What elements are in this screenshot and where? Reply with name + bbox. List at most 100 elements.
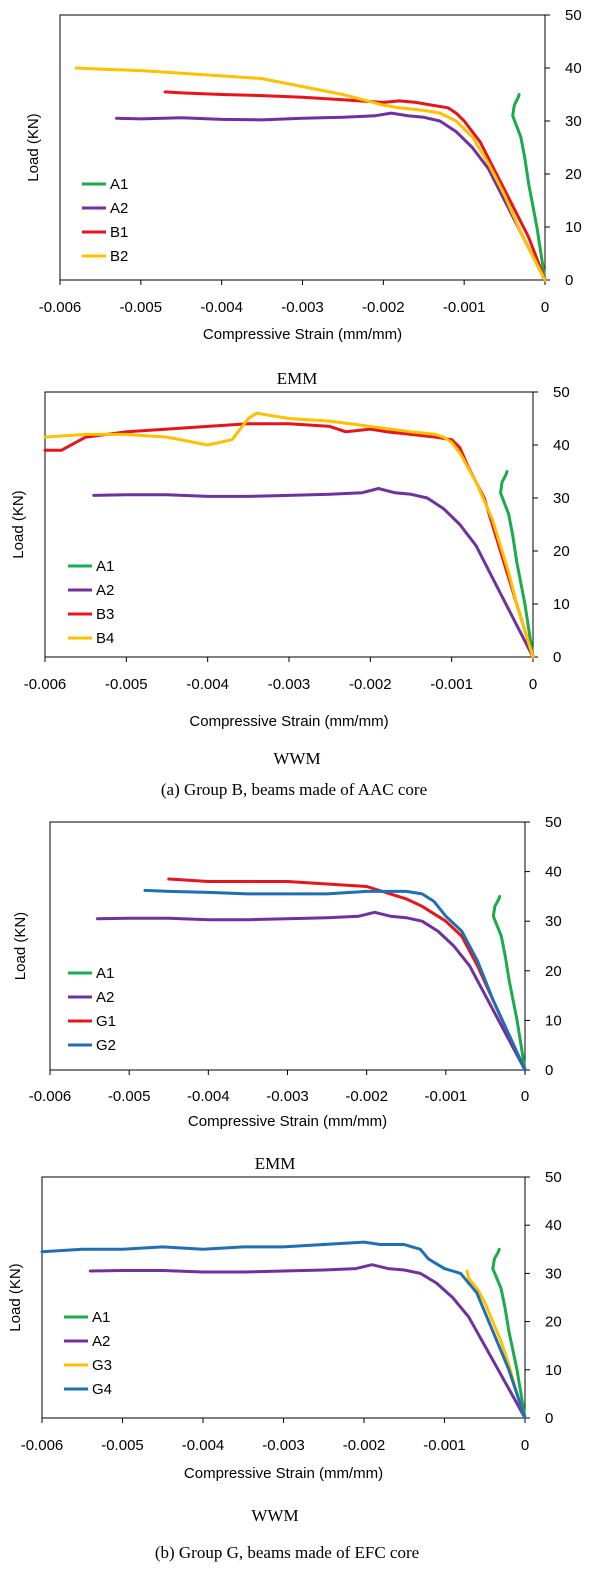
series-line-g4 <box>40 1240 527 1420</box>
y-tick-label: 10 <box>565 219 582 236</box>
y-tick-label: 0 <box>545 1410 553 1427</box>
legend-label-a2: A2 <box>92 1333 110 1350</box>
series-line-a2 <box>88 1263 527 1420</box>
y-tick-label: 50 <box>553 384 570 401</box>
y-tick-label: 40 <box>565 60 582 77</box>
chart-caption-wwm-b: WWM <box>273 749 320 768</box>
x-tick-label: -0.001 <box>423 1437 466 1454</box>
x-tick-label: -0.003 <box>266 1088 309 1105</box>
x-axis-title: Compressive Strain (mm/mm) <box>184 1465 383 1482</box>
series-line-b3 <box>43 422 535 659</box>
y-axis-title: Load (KN) <box>10 490 27 558</box>
x-tick-label: -0.005 <box>120 299 163 316</box>
y-tick-label: 20 <box>545 963 562 980</box>
y-tick-label: 40 <box>553 437 570 454</box>
series-line-a1 <box>491 894 527 1072</box>
legend-label-g1: G1 <box>96 1013 116 1030</box>
x-axis-title: Compressive Strain (mm/mm) <box>189 713 388 730</box>
y-tick-label: 50 <box>565 7 582 24</box>
x-tick-label: -0.006 <box>29 1088 72 1105</box>
x-tick-label: -0.001 <box>443 299 486 316</box>
x-tick-label: -0.006 <box>39 299 82 316</box>
legend-label-b3: B3 <box>96 606 114 623</box>
legend-label-b1: B1 <box>110 224 128 241</box>
legend-label-a2: A2 <box>110 200 128 217</box>
chart-group-g-emm: -0.006 -0.005 -0.004 -0.003 -0.002 -0.001 00 10… <box>12 814 562 1130</box>
x-tick-label: 0 <box>529 676 537 693</box>
series-line-a1 <box>511 93 547 282</box>
x-tick-label: -0.006 <box>21 1437 64 1454</box>
y-tick-label: 0 <box>565 272 573 289</box>
y-tick-label: 0 <box>545 1062 553 1079</box>
y-tick-label: 40 <box>545 1217 562 1234</box>
y-tick-label: 20 <box>553 543 570 560</box>
series-line-a2 <box>92 487 535 659</box>
legend-label-b2: B2 <box>110 248 128 265</box>
x-tick-label: -0.004 <box>200 299 243 316</box>
y-axis-title: Load (KN) <box>7 1263 24 1331</box>
legend-label-a1: A1 <box>96 558 114 575</box>
x-tick-label: -0.001 <box>425 1088 468 1105</box>
x-axis-title: Compressive Strain (mm/mm) <box>203 326 402 343</box>
legend-label-a1: A1 <box>110 176 128 193</box>
series-line-a2 <box>115 111 547 282</box>
legend-label-a2: A2 <box>96 582 114 599</box>
chart-group-b-wwm: -0.006 -0.005 -0.004 -0.003 -0.002 -0.001 00 10… <box>10 384 570 730</box>
x-tick-label: 0 <box>521 1088 529 1105</box>
y-tick-label: 0 <box>553 649 561 666</box>
y-tick-label: 20 <box>565 166 582 183</box>
x-tick-label: -0.002 <box>343 1437 386 1454</box>
y-tick-label: 30 <box>553 490 570 507</box>
chart-group-g-wwm: -0.006 -0.005 -0.004 -0.003 -0.002 -0.001 00 10… <box>7 1169 562 1482</box>
legend-label-a1: A1 <box>96 965 114 982</box>
y-axis-title: Load (KN) <box>25 113 42 181</box>
series-line-g2 <box>143 888 527 1072</box>
legend-label-g3: G3 <box>92 1357 112 1374</box>
legend-label-b4: B4 <box>96 630 114 647</box>
series-line-b2 <box>74 66 547 282</box>
x-tick-label: -0.005 <box>108 1088 151 1105</box>
figure-caption-group-g: (b) Group G, beams made of EFC core <box>155 1543 419 1562</box>
legend-label-g4: G4 <box>92 1381 112 1398</box>
x-tick-label: -0.004 <box>186 676 229 693</box>
chart-caption-wwm-g: WWM <box>251 1506 298 1525</box>
series-line-g1 <box>167 877 527 1072</box>
chart-caption-emm-g: EMM <box>255 1154 296 1173</box>
y-tick-label: 10 <box>553 596 570 613</box>
x-tick-label: -0.003 <box>268 676 311 693</box>
x-tick-label: -0.004 <box>187 1088 230 1105</box>
x-tick-label: -0.006 <box>24 676 67 693</box>
legend-label-a1: A1 <box>92 1309 110 1326</box>
series-line-b1 <box>163 90 547 282</box>
x-tick-label: -0.002 <box>362 299 405 316</box>
figure-caption-group-b: (a) Group B, beams made of AAC core <box>161 780 427 799</box>
y-tick-label: 20 <box>545 1314 562 1331</box>
series-line-a1 <box>499 470 535 659</box>
y-tick-label: 50 <box>545 814 562 831</box>
y-tick-label: 50 <box>545 1169 562 1186</box>
x-tick-label: -0.005 <box>101 1437 144 1454</box>
chart-caption-emm-b: EMM <box>277 369 318 388</box>
x-tick-label: -0.003 <box>281 299 324 316</box>
y-axis-title: Load (KN) <box>12 912 29 980</box>
series-line-a1 <box>491 1247 527 1420</box>
x-tick-label: -0.002 <box>349 676 392 693</box>
x-tick-label: -0.001 <box>430 676 473 693</box>
x-tick-label: -0.004 <box>182 1437 225 1454</box>
x-tick-label: -0.005 <box>105 676 148 693</box>
x-tick-label: -0.002 <box>345 1088 388 1105</box>
legend-label-a2: A2 <box>96 989 114 1006</box>
y-tick-label: 30 <box>565 113 582 130</box>
x-tick-label: 0 <box>541 299 549 316</box>
chart-group-b-emm: -0.006 -0.005 -0.004 -0.003 -0.002 -0.001 00 10… <box>25 7 582 343</box>
series-line-b4 <box>43 411 535 659</box>
legend-label-g2: G2 <box>96 1037 116 1054</box>
y-tick-label: 30 <box>545 1265 562 1282</box>
x-tick-label: 0 <box>521 1437 529 1454</box>
y-tick-label: 10 <box>545 1012 562 1029</box>
y-tick-label: 10 <box>545 1362 562 1379</box>
x-tick-label: -0.003 <box>262 1437 305 1454</box>
y-tick-label: 40 <box>545 864 562 881</box>
y-tick-label: 30 <box>545 913 562 930</box>
